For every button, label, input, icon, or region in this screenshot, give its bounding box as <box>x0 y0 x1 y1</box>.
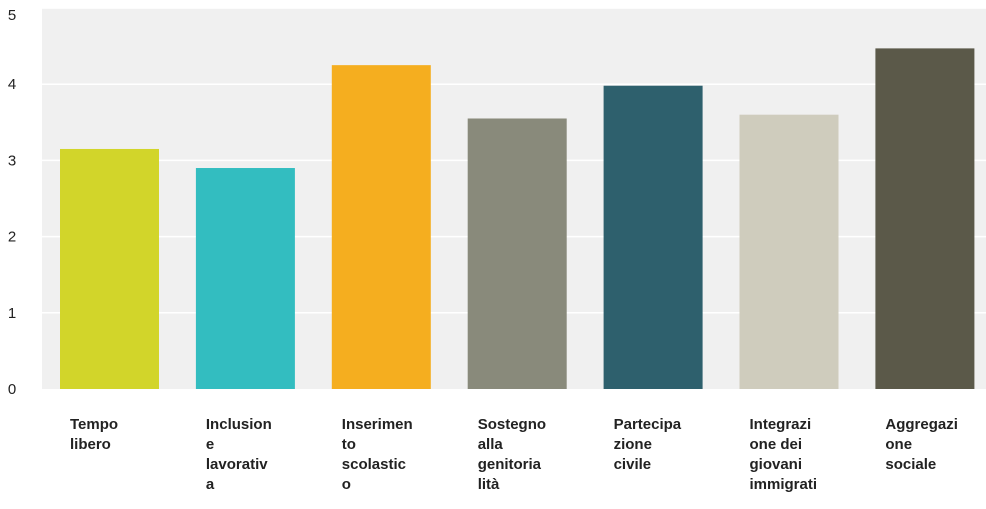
y-tick-label: 5 <box>8 7 16 24</box>
x-tick-label: Inserimen to scolastic o <box>342 416 413 493</box>
bar <box>875 48 975 390</box>
x-tick-label-line: giovani <box>750 456 803 473</box>
bar <box>603 85 703 389</box>
x-tick-label-line: e <box>206 436 214 453</box>
x-tick-label-line: one <box>885 436 912 453</box>
x-tick-label: Partecipa zione civile <box>614 416 682 473</box>
bars <box>60 48 975 390</box>
bar <box>467 118 567 390</box>
y-tick-label: 1 <box>8 305 16 322</box>
bar <box>195 168 295 389</box>
x-tick-label-line: Tempo <box>70 416 118 433</box>
x-axis-category-labels: Tempo libero Inclusion e lavorativ a Inserimen… <box>70 416 958 493</box>
x-tick-label-line: Integrazi <box>750 416 812 433</box>
x-tick-label-line: sociale <box>885 456 936 473</box>
x-tick-label-line: scolastic <box>342 456 406 473</box>
y-tick-label: 4 <box>8 76 16 93</box>
bar <box>331 65 431 390</box>
x-tick-label-line: lità <box>478 476 500 493</box>
x-tick-label-line: immigrati <box>750 476 818 493</box>
x-tick-label: Tempo libero <box>70 416 118 453</box>
x-tick-label-line: o <box>342 476 351 493</box>
x-tick-label-line: libero <box>70 436 111 453</box>
y-tick-label: 3 <box>8 152 16 169</box>
x-tick-label-line: zione <box>614 436 652 453</box>
x-tick-label-line: Partecipa <box>614 416 682 433</box>
x-tick-label-line: to <box>342 436 356 453</box>
x-tick-label-line: Inserimen <box>342 416 413 433</box>
y-tick-label: 0 <box>8 381 16 398</box>
x-tick-label-line: genitoria <box>478 456 542 473</box>
x-tick-label: Inclusion e lavorativ a <box>206 416 272 493</box>
x-tick-label: Aggregazi one sociale <box>885 416 958 473</box>
x-tick-label-line: lavorativ <box>206 456 268 473</box>
x-tick-label-line: Aggregazi <box>885 416 958 433</box>
y-axis-tick-labels: 0 1 2 3 4 5 <box>8 7 16 398</box>
bar <box>60 148 159 389</box>
x-tick-label: Sostegno alla genitoria lità <box>478 416 546 493</box>
x-tick-label-line: civile <box>614 456 652 473</box>
x-tick-label-line: one dei <box>750 436 803 453</box>
x-tick-label-line: Sostegno <box>478 416 546 433</box>
x-tick-label-line: a <box>206 476 215 493</box>
x-tick-label-line: alla <box>478 436 504 453</box>
bar <box>739 114 839 390</box>
x-tick-label: Integrazi one dei giovani immigrati <box>750 416 818 493</box>
x-tick-label-line: Inclusion <box>206 416 272 433</box>
y-tick-label: 2 <box>8 229 16 246</box>
